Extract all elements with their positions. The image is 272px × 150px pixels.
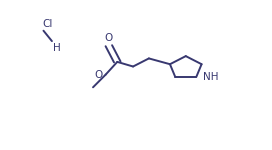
Text: Cl: Cl [42, 19, 53, 29]
Text: O: O [105, 33, 113, 43]
Text: O: O [94, 70, 103, 80]
Text: H: H [53, 43, 61, 53]
Text: NH: NH [203, 72, 218, 82]
